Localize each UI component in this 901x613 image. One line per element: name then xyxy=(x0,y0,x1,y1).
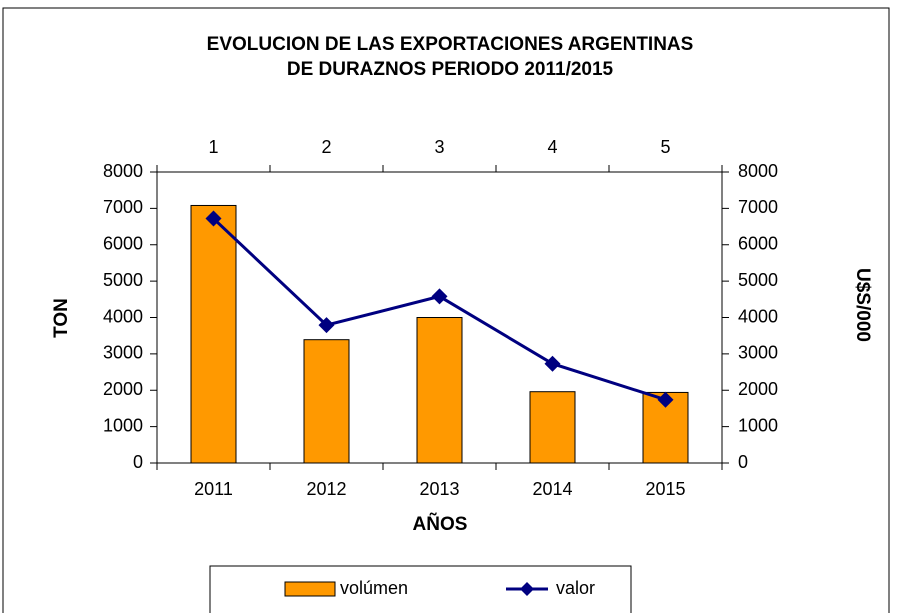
legend-marker xyxy=(520,582,534,596)
y-tick-label: 8000 xyxy=(103,161,143,181)
y2-tick-label: 4000 xyxy=(738,306,778,326)
legend-label: valor xyxy=(556,578,595,598)
y2-tick-label: 8000 xyxy=(738,161,778,181)
y2-axis-label: U$S/000 xyxy=(852,268,873,342)
legend-box xyxy=(209,565,632,613)
x2-tick-label: 3 xyxy=(434,137,444,157)
x2-tick-label: 1 xyxy=(208,137,218,157)
chart-frame xyxy=(2,7,890,613)
y-axis-label: TON xyxy=(51,298,72,338)
y-tick-label: 0 xyxy=(133,452,143,472)
marker xyxy=(318,317,335,334)
y2-tick-label: 5000 xyxy=(738,270,778,290)
y-tick-label: 6000 xyxy=(103,234,143,254)
y2-tick-label: 1000 xyxy=(738,415,778,435)
y2-tick-label: 3000 xyxy=(738,343,778,363)
y-tick-label: 5000 xyxy=(103,270,143,290)
x2-tick-label: 2 xyxy=(321,137,331,157)
marker xyxy=(205,210,222,227)
marker xyxy=(657,391,674,408)
bar xyxy=(416,317,463,464)
x-tick-label: 2014 xyxy=(532,479,572,499)
marker xyxy=(544,355,561,372)
chart-title: EVOLUCION DE LAS EXPORTACIONES ARGENTINA… xyxy=(207,34,694,55)
legend-swatch xyxy=(284,581,336,597)
x-tick-label: 2012 xyxy=(306,479,346,499)
y-tick-label: 3000 xyxy=(103,343,143,363)
bar xyxy=(303,339,350,464)
y2-tick-label: 0 xyxy=(738,452,748,472)
bar xyxy=(190,204,237,464)
x2-tick-label: 5 xyxy=(660,137,670,157)
y-tick-label: 4000 xyxy=(103,306,143,326)
y2-tick-label: 6000 xyxy=(738,234,778,254)
y-tick-label: 7000 xyxy=(103,197,143,217)
y-tick-label: 2000 xyxy=(103,379,143,399)
chart-title: DE DURAZNOS PERIODO 2011/2015 xyxy=(287,59,614,80)
y2-tick-label: 7000 xyxy=(738,197,778,217)
x-tick-label: 2015 xyxy=(645,479,685,499)
x-tick-label: 2011 xyxy=(194,479,233,499)
x-tick-label: 2013 xyxy=(419,479,459,499)
x2-tick-label: 4 xyxy=(547,137,557,157)
bar xyxy=(529,391,576,464)
y2-tick-label: 2000 xyxy=(738,379,778,399)
legend-label: volúmen xyxy=(340,578,408,598)
marker xyxy=(431,288,448,305)
y-tick-label: 1000 xyxy=(103,415,143,435)
x-axis-label: AÑOS xyxy=(413,513,468,535)
